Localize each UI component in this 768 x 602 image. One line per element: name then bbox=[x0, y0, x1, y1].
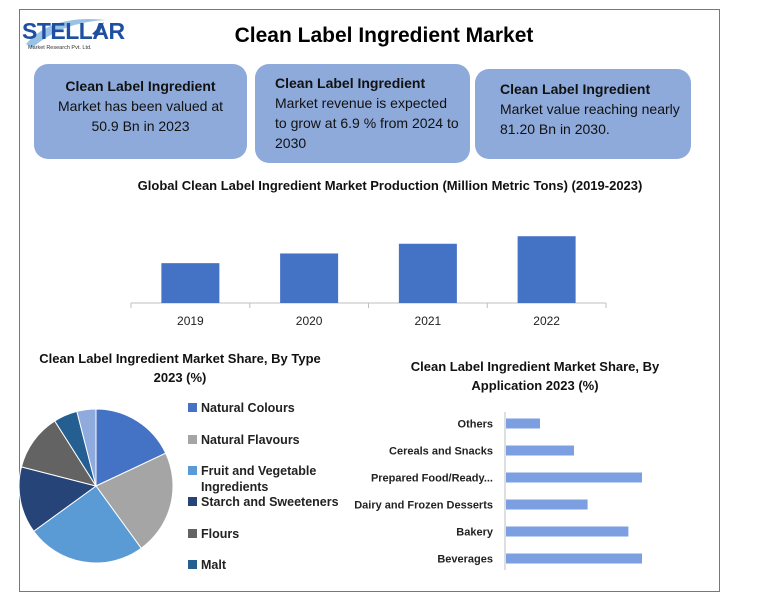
page-title: Clean Label Ingredient Market bbox=[234, 24, 534, 47]
application-y-label: Others bbox=[458, 419, 493, 431]
pie-slice-fruit-and-vegetable-ingredients bbox=[33, 485, 142, 564]
legend-swatch bbox=[188, 497, 197, 506]
production-bar-2019 bbox=[161, 263, 220, 303]
outer-frame bbox=[19, 9, 720, 592]
info-card-valuation: Clean Label Ingredient Market has been v… bbox=[34, 64, 247, 159]
legend-label: Fruit and Vegetable Ingredients bbox=[201, 464, 317, 494]
application-y-label: Dairy and Frozen Desserts bbox=[354, 500, 493, 512]
card-title: Clean Label Ingredient bbox=[275, 75, 426, 91]
pie-slice-natural-flavours bbox=[95, 452, 174, 549]
legend-swatch bbox=[188, 435, 197, 444]
application-bar-others bbox=[506, 418, 540, 429]
legend-label: Natural Flavours bbox=[201, 433, 300, 447]
pie-slice-starch-and-sweeteners bbox=[18, 466, 98, 532]
production-x-label: 2019 bbox=[177, 314, 204, 328]
application-y-label: Cereals and Snacks bbox=[389, 446, 493, 458]
legend-label: Starch and Sweeteners bbox=[201, 495, 339, 509]
production-x-label: 2022 bbox=[533, 314, 560, 328]
pie-slice-natural-colours bbox=[95, 408, 167, 487]
card-title: Clean Label Ingredient bbox=[500, 81, 651, 97]
card-text: Market revenue is expected to grow at 6.… bbox=[275, 95, 459, 151]
logo-subtitle: Market Research Pvt. Ltd. bbox=[28, 45, 92, 51]
application-y-label: Beverages bbox=[437, 554, 493, 566]
production-bar-2021 bbox=[398, 243, 457, 303]
application-y-label: Bakery bbox=[456, 527, 494, 539]
info-card-forecast: Clean Label Ingredient Market value reac… bbox=[475, 69, 691, 159]
legend-label: Malt bbox=[201, 558, 226, 572]
production-bar-2020 bbox=[280, 253, 339, 303]
legend-swatch bbox=[188, 466, 197, 475]
application-bar-bakery bbox=[506, 526, 629, 537]
info-card-growth: Clean Label Ingredient Market revenue is… bbox=[255, 64, 470, 163]
application-bar-cereals-and-snacks bbox=[506, 445, 574, 456]
card-title: Clean Label Ingredient bbox=[65, 78, 216, 94]
card-text: Market has been valued at 50.9 Bn in 202… bbox=[58, 98, 223, 134]
production-x-label: 2021 bbox=[415, 314, 442, 328]
application-bar-dairy-and-frozen-desserts bbox=[506, 499, 588, 510]
type-share-chart-title: Clean Label Ingredient Market Share, By … bbox=[39, 351, 321, 385]
production-chart-title: Global Clean Label Ingredient Market Pro… bbox=[137, 178, 643, 193]
legend-swatch bbox=[188, 529, 197, 538]
card-text: Market value reaching nearly 81.20 Bn in… bbox=[500, 101, 680, 137]
logo: STELLAR Market Research Pvt. Ltd. bbox=[22, 14, 125, 58]
legend-swatch bbox=[188, 560, 197, 569]
application-share-chart-title: Clean Label Ingredient Market Share, By … bbox=[410, 359, 660, 393]
logo-word: STELLAR bbox=[22, 18, 125, 44]
production-x-label: 2020 bbox=[296, 314, 323, 328]
application-y-label: Prepared Food/Ready... bbox=[371, 473, 493, 485]
application-bar-beverages bbox=[506, 553, 642, 564]
logo-swoosh-icon bbox=[26, 19, 106, 48]
application-bar-prepared-food-ready- bbox=[506, 472, 642, 483]
legend-swatch bbox=[188, 403, 197, 412]
legend-label: Flours bbox=[201, 527, 240, 541]
legend-label: Natural Colours bbox=[201, 401, 295, 415]
pie-slice-others bbox=[76, 408, 97, 487]
production-bar-2022 bbox=[517, 236, 576, 303]
